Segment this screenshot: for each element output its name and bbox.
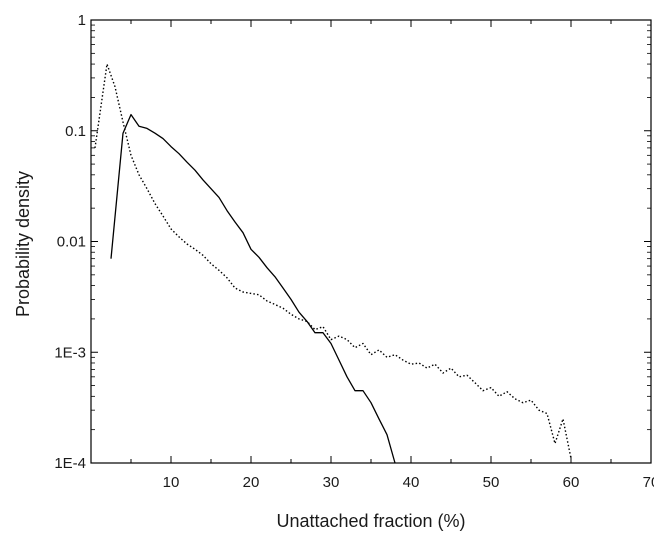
x-tick-label: 50 xyxy=(483,474,500,491)
y-axis-ticks xyxy=(91,19,651,464)
x-tick-label: 60 xyxy=(563,474,580,491)
y-tick-label: 1E-3 xyxy=(54,344,86,361)
y-tick-label: 1E-4 xyxy=(54,455,86,472)
x-tick-label: 70 xyxy=(643,474,654,491)
y-tick-label: 0.01 xyxy=(57,234,86,251)
x-tick-label: 30 xyxy=(323,474,340,491)
plot-border xyxy=(90,19,652,464)
y-tick-label: 0.1 xyxy=(65,123,86,140)
x-axis-title: Unattached fraction (%) xyxy=(276,511,465,531)
y-tick-label: 1 xyxy=(78,12,86,29)
y-axis-tick-labels: 1E-4 1E-3 0.01 0.1 1 xyxy=(54,12,86,472)
series-solid-line xyxy=(110,113,396,464)
series-lines xyxy=(94,63,572,464)
x-axis-tick-labels: 10 20 30 40 50 60 70 xyxy=(163,474,654,491)
series-dotted-line xyxy=(94,63,572,459)
x-axis-ticks xyxy=(130,20,652,463)
x-tick-label: 40 xyxy=(403,474,420,491)
x-tick-label: 10 xyxy=(163,474,180,491)
y-axis-title: Probability density xyxy=(13,171,33,317)
x-tick-label: 20 xyxy=(243,474,260,491)
plot-frame xyxy=(90,19,652,464)
